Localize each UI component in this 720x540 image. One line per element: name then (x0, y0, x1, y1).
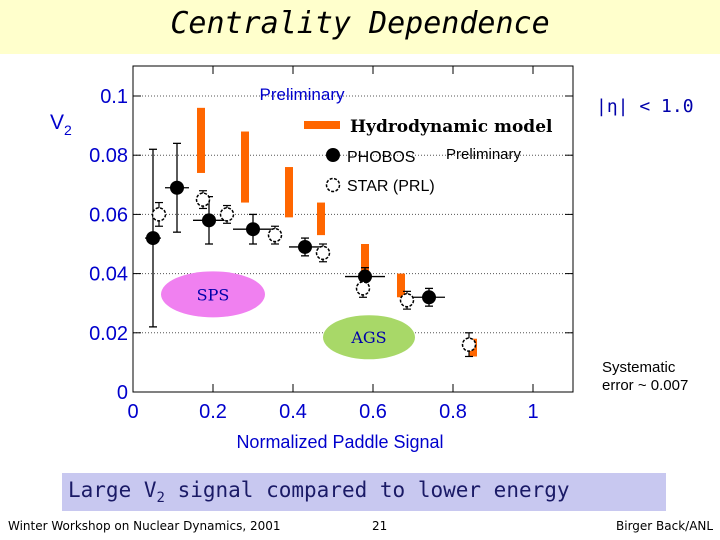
eta-label-bg (582, 84, 718, 126)
x-tick-label: 1 (527, 401, 538, 423)
region-sps-label: SPS (197, 285, 230, 304)
summary-band (62, 473, 666, 511)
plot-frame (132, 65, 574, 393)
x-tick-label: 0.8 (439, 401, 467, 423)
footer-author: Birger Back/ANL (616, 519, 714, 533)
star-point (315, 245, 331, 261)
legend-star-marker (325, 177, 341, 193)
y-tick-label: 0.1 (100, 86, 128, 108)
hydro-model-bar (285, 167, 293, 218)
phobos-point (202, 213, 216, 228)
y-tick-label: 0.06 (89, 204, 128, 226)
star-point (399, 292, 415, 308)
y-tick-label: 0.08 (89, 145, 128, 167)
star-point (355, 281, 371, 296)
phobos-point (246, 222, 260, 237)
legend-hydro-swatch (304, 121, 340, 129)
star-point (195, 192, 211, 207)
star-point (461, 337, 477, 352)
region-ags-ellipse (323, 315, 415, 360)
summary-prefix: Large V (68, 478, 157, 502)
y-tick-label: 0.04 (89, 264, 128, 286)
preliminary-label: Preliminary (259, 85, 345, 104)
x-tick-label: 0 (127, 401, 138, 423)
summary-text: Large V2 signal compared to lower energy (68, 478, 570, 506)
x-tick-label: 0.4 (279, 401, 307, 423)
y-tick-label: 0 (117, 382, 128, 404)
x-tick-label: 0.6 (359, 401, 387, 423)
eta-label: |η| < 1.0 (596, 96, 694, 117)
phobos-point (422, 290, 436, 305)
region-ags-label: AGS (350, 328, 386, 347)
hydro-model-bar (197, 107, 205, 173)
legend-hydro-label: Hydrodynamic model (350, 117, 553, 137)
phobos-point (170, 180, 184, 195)
summary-suffix: signal compared to lower energy (164, 478, 570, 502)
x-tick-label: 0.2 (199, 401, 227, 423)
summary-subscript: 2 (156, 490, 165, 507)
footer-page-number: 21 (372, 519, 388, 533)
systematic-error-line2: error ~ 0.007 (602, 377, 688, 394)
x-axis-label: Normalized Paddle Signal (236, 432, 443, 452)
hydro-model-bar (317, 202, 325, 236)
hydro-model-bar (241, 131, 249, 203)
legend-phobos-label: PHOBOS (347, 149, 415, 166)
star-point (267, 227, 283, 243)
slide-title: Centrality Dependence (170, 6, 550, 41)
hydro-model-bar (361, 244, 369, 277)
phobos-point (298, 239, 312, 254)
hydro-model-bar (397, 273, 405, 298)
star-point (151, 207, 167, 222)
phobos-point (146, 231, 160, 246)
legend-phobos-marker (326, 148, 340, 162)
region-sps-ellipse (161, 271, 265, 318)
legend-phobos-preliminary: Preliminary (446, 146, 522, 163)
y-axis-label-subscript: 2 (64, 122, 72, 138)
legend-star-label: STAR (PRL) (347, 178, 435, 195)
systematic-error-line1: Systematic (602, 359, 676, 376)
title-band (0, 0, 720, 54)
star-point (219, 207, 235, 222)
footer-conference: Winter Workshop on Nuclear Dynamics, 200… (8, 519, 281, 533)
y-axis-label: V (50, 111, 64, 134)
y-tick-label: 0.02 (89, 323, 128, 345)
